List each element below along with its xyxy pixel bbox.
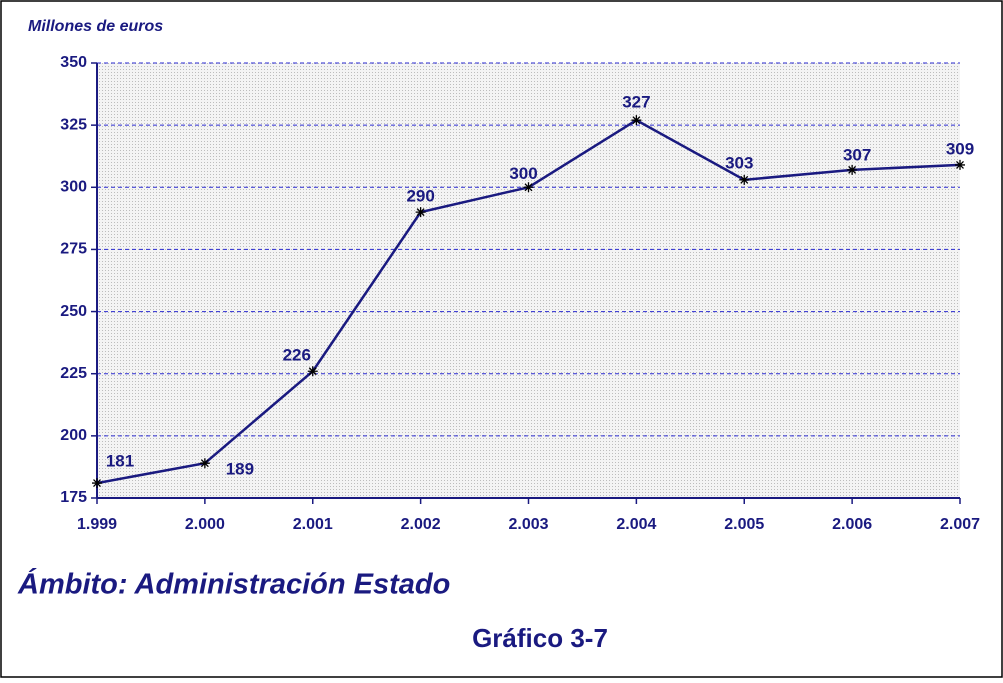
y-tick-label: 250 <box>60 303 87 320</box>
data-label: 181 <box>106 452 134 471</box>
x-tick-label: 2.004 <box>616 516 656 533</box>
x-tick-label: 2.007 <box>940 516 980 533</box>
y-tick-label: 200 <box>60 427 87 444</box>
y-tick-label: 225 <box>60 365 87 382</box>
data-label: 303 <box>725 153 753 172</box>
plot-area <box>97 63 960 498</box>
y-tick-label: 275 <box>60 241 87 258</box>
subtitle: Ámbito: Administración Estado <box>17 568 450 601</box>
data-label: 327 <box>622 93 650 112</box>
y-tick-label: 325 <box>60 116 87 133</box>
x-tick-label: 2.005 <box>724 516 764 533</box>
data-label: 309 <box>946 139 974 158</box>
data-label: 307 <box>843 145 871 164</box>
y-axis-label: Millones de euros <box>28 18 163 35</box>
marker <box>523 182 534 193</box>
x-tick-label: 2.006 <box>832 516 872 533</box>
marker <box>739 174 750 185</box>
y-tick-label: 175 <box>60 489 87 506</box>
marker <box>199 458 210 469</box>
marker <box>955 159 965 170</box>
data-label: 189 <box>226 460 254 479</box>
x-tick-label: 2.002 <box>401 516 441 533</box>
chart-title: Gráfico 3-7 <box>472 623 608 653</box>
marker <box>847 164 858 175</box>
y-tick-label: 300 <box>60 179 87 196</box>
marker <box>415 207 426 218</box>
data-label: 226 <box>283 346 311 365</box>
x-tick-label: 2.003 <box>508 516 548 533</box>
data-label: 300 <box>509 164 537 183</box>
x-tick-label: 1.999 <box>77 516 117 533</box>
data-label: 290 <box>406 187 434 206</box>
x-tick-label: 2.000 <box>185 516 225 533</box>
marker <box>92 478 102 489</box>
y-tick-label: 350 <box>60 54 87 71</box>
x-tick-label: 2.001 <box>293 516 333 533</box>
marker <box>631 115 642 126</box>
marker <box>307 366 318 377</box>
